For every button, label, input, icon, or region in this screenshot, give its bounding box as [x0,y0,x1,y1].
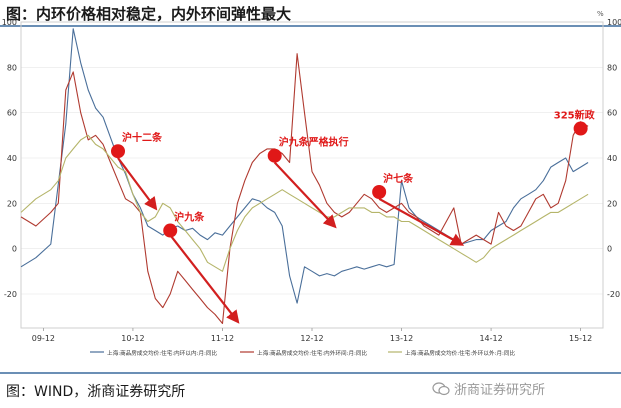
policy-label-3: 沪九条严格执行 [279,136,349,149]
right-tick-label: 80 [607,63,617,72]
x-tick-label: 13-12 [390,334,413,343]
right-tick-label: 0 [607,245,612,254]
policy-marker-3 [267,148,282,163]
right-tick-label: -20 [607,290,620,299]
left-tick-label: 40 [7,154,17,163]
x-tick-label: 15-12 [569,334,592,343]
title-divider [0,25,621,27]
trend-arrow-2 [169,234,240,324]
policy-label-2: 沪九条 [174,211,205,224]
left-tick-label: -20 [4,290,17,299]
policy-label-1: 沪十二条 [122,131,163,144]
policy-marker-5 [573,121,588,136]
x-tick-label: 14-12 [479,334,502,343]
left-tick-label: 60 [7,109,17,118]
right-tick-label: 60 [607,109,617,118]
series-layer [20,28,589,325]
watermark: 浙商证券研究所 [432,379,545,398]
footer-divider [0,372,621,374]
watermark-text: 浙商证券研究所 [454,383,546,398]
series-line-3 [20,134,589,272]
plot-frame [20,21,604,329]
page-title: 图：内环价格相对稳定，内外环间弹性最大 [6,5,292,23]
trend-arrow-3 [273,161,337,229]
legend-label-2: 上海:商品房成交均价:住宅:内外环间:月:同比 [257,349,368,357]
right-tick-label: 100 [607,18,621,27]
right-tick-label: 20 [607,199,617,208]
policy-label-5: 325新政 [554,109,596,122]
x-tick-label: 10-12 [121,334,144,343]
right-axis-unit: % [597,10,604,18]
trend-arrow-1 [117,157,158,211]
legend-layer: 上海:商品房成交均价:住宅:内环以内:月:同比 上海:商品房成交均价:住宅:内外环… [90,349,516,357]
policy-marker-1 [111,144,125,159]
trend-arrow-4 [378,197,465,246]
source-note: 图：WIND，浙商证券研究所 [6,384,186,400]
series-line-2 [20,53,589,325]
wechat-icon [432,381,450,395]
policy-marker-2 [163,223,178,238]
policy-label-4: 沪七条 [383,172,414,185]
legend-label-1: 上海:商品房成交均价:住宅:内环以内:月:同比 [107,349,218,357]
right-tick-label: 40 [607,154,617,163]
left-tick-label: 80 [7,63,17,72]
series-line-1 [20,28,589,304]
left-tick-label: 20 [7,199,17,208]
line-chart: 100 100 80 80 60 60 40 40 20 20 0 0 -20 -20% 09-12 10-1… [2,10,621,357]
x-tick-label: 11-12 [211,334,234,343]
left-tick-label: 100 [2,18,17,27]
arrow-layer [117,157,465,324]
policy-marker-4 [372,185,387,199]
left-tick-label: 0 [12,245,17,254]
axis-layer: 100 100 80 80 60 60 40 40 20 20 0 0 -20 -20% 09-12 10-1… [2,10,621,343]
x-tick-label: 12-12 [300,334,323,343]
legend-label-3: 上海:商品房成交均价:住宅:外环以外:月:同比 [405,349,516,357]
x-tick-label: 09-12 [32,334,55,343]
